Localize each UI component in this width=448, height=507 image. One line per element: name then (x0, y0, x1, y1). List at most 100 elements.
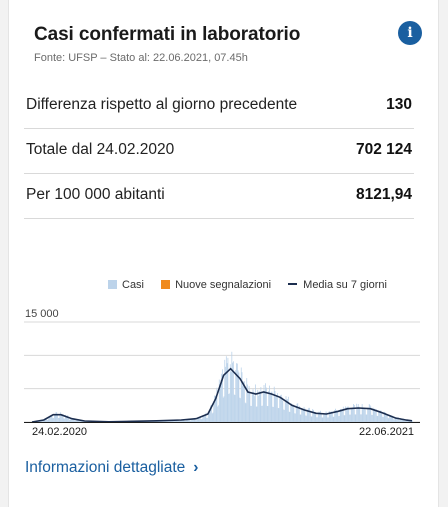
case-bar (178, 420, 180, 422)
case-bar (276, 393, 278, 422)
case-bar (308, 407, 310, 422)
case-bar (49, 415, 51, 422)
case-bar (265, 383, 266, 422)
case-bar (230, 372, 232, 422)
case-bar (404, 420, 406, 422)
case-bar (64, 418, 65, 422)
case-bar (203, 415, 205, 422)
case-bar (357, 406, 358, 422)
case-bar (400, 418, 402, 422)
detailed-info-link[interactable]: Informazioni dettagliate › (25, 459, 198, 477)
case-bar (386, 415, 388, 422)
case-bar (257, 389, 259, 422)
case-bar (174, 421, 175, 422)
case-bar (225, 366, 226, 422)
case-bar (182, 420, 184, 422)
case-bar (69, 419, 71, 422)
stats-table: Differenza rispetto al giorno precedente… (24, 84, 414, 219)
case-bar (179, 420, 181, 422)
case-bar (219, 383, 221, 422)
case-bar (375, 409, 377, 422)
case-bar (338, 416, 340, 422)
case-bar (302, 409, 304, 422)
case-bar (296, 403, 298, 422)
case-bar (185, 419, 187, 422)
case-bar (238, 372, 240, 422)
case-bar (186, 418, 188, 422)
x-tick-label-start: 24.02.2020 (32, 426, 88, 438)
case-bar (313, 411, 315, 422)
case-bar (211, 405, 212, 422)
case-bar (392, 417, 394, 422)
case-bar (293, 407, 295, 422)
case-bar (216, 387, 218, 422)
case-bar (227, 357, 229, 422)
new-reports-swatch (161, 280, 171, 290)
case-bar (399, 420, 401, 422)
case-bar (397, 417, 398, 422)
case-bar (173, 421, 175, 422)
case-bar (375, 410, 376, 422)
case-bar (229, 393, 230, 422)
case-bar (291, 405, 293, 422)
case-bar (152, 421, 153, 422)
legend-item-avg7[interactable]: Media su 7 giorni (288, 279, 387, 291)
case-bar (50, 415, 52, 422)
case-bar (199, 417, 201, 422)
case-bar (236, 363, 237, 422)
case-bar (167, 420, 168, 422)
case-bar (212, 412, 214, 422)
case-bar (311, 416, 313, 422)
case-bar (317, 417, 318, 422)
case-bar (370, 406, 372, 422)
case-bar (390, 415, 391, 422)
case-bar (66, 416, 68, 422)
case-bar (172, 420, 174, 422)
case-bar (404, 420, 405, 422)
case-bar (253, 392, 255, 422)
case-bar (341, 410, 343, 422)
case-bar (57, 417, 59, 422)
case-bar (270, 392, 272, 422)
case-bar (262, 392, 264, 422)
case-bar (310, 416, 312, 422)
legend-item-new-reports[interactable]: Nuove segnalazioni (161, 279, 271, 291)
case-bar (222, 397, 224, 422)
case-bar (336, 411, 338, 422)
case-bar (305, 415, 307, 422)
case-bar (402, 418, 404, 422)
case-bar (71, 417, 73, 422)
case-bar (55, 412, 57, 422)
case-bar (255, 406, 257, 422)
info-icon[interactable]: i (398, 21, 422, 45)
case-bar (251, 405, 252, 422)
case-bar (316, 417, 318, 422)
case-bar (272, 406, 274, 422)
case-bar (181, 419, 183, 422)
case-bar (208, 411, 210, 422)
case-bar (45, 419, 47, 422)
source-note: Fonte: UFSP – Stato al: 22.06.2021, 07.4… (34, 52, 248, 64)
chevron-right-icon: › (193, 459, 199, 476)
case-bar (196, 420, 197, 422)
case-bar (390, 416, 392, 422)
case-bar (324, 414, 326, 422)
legend-item-cases[interactable]: Casi (108, 279, 144, 291)
case-bar (379, 411, 380, 422)
case-bar (206, 417, 208, 422)
cases-chart (24, 321, 420, 423)
case-bar (239, 397, 241, 422)
case-bar (345, 406, 347, 422)
case-bar (58, 417, 60, 422)
case-bar (364, 408, 365, 422)
case-bar (315, 413, 317, 422)
case-bar (79, 419, 80, 422)
case-bar (162, 421, 164, 422)
case-bar (361, 404, 363, 422)
case-bar (358, 406, 360, 422)
case-bar (48, 417, 50, 422)
case-bar (359, 408, 361, 422)
case-bar (356, 403, 358, 422)
case-bar (309, 407, 310, 422)
case-bar (280, 394, 282, 422)
